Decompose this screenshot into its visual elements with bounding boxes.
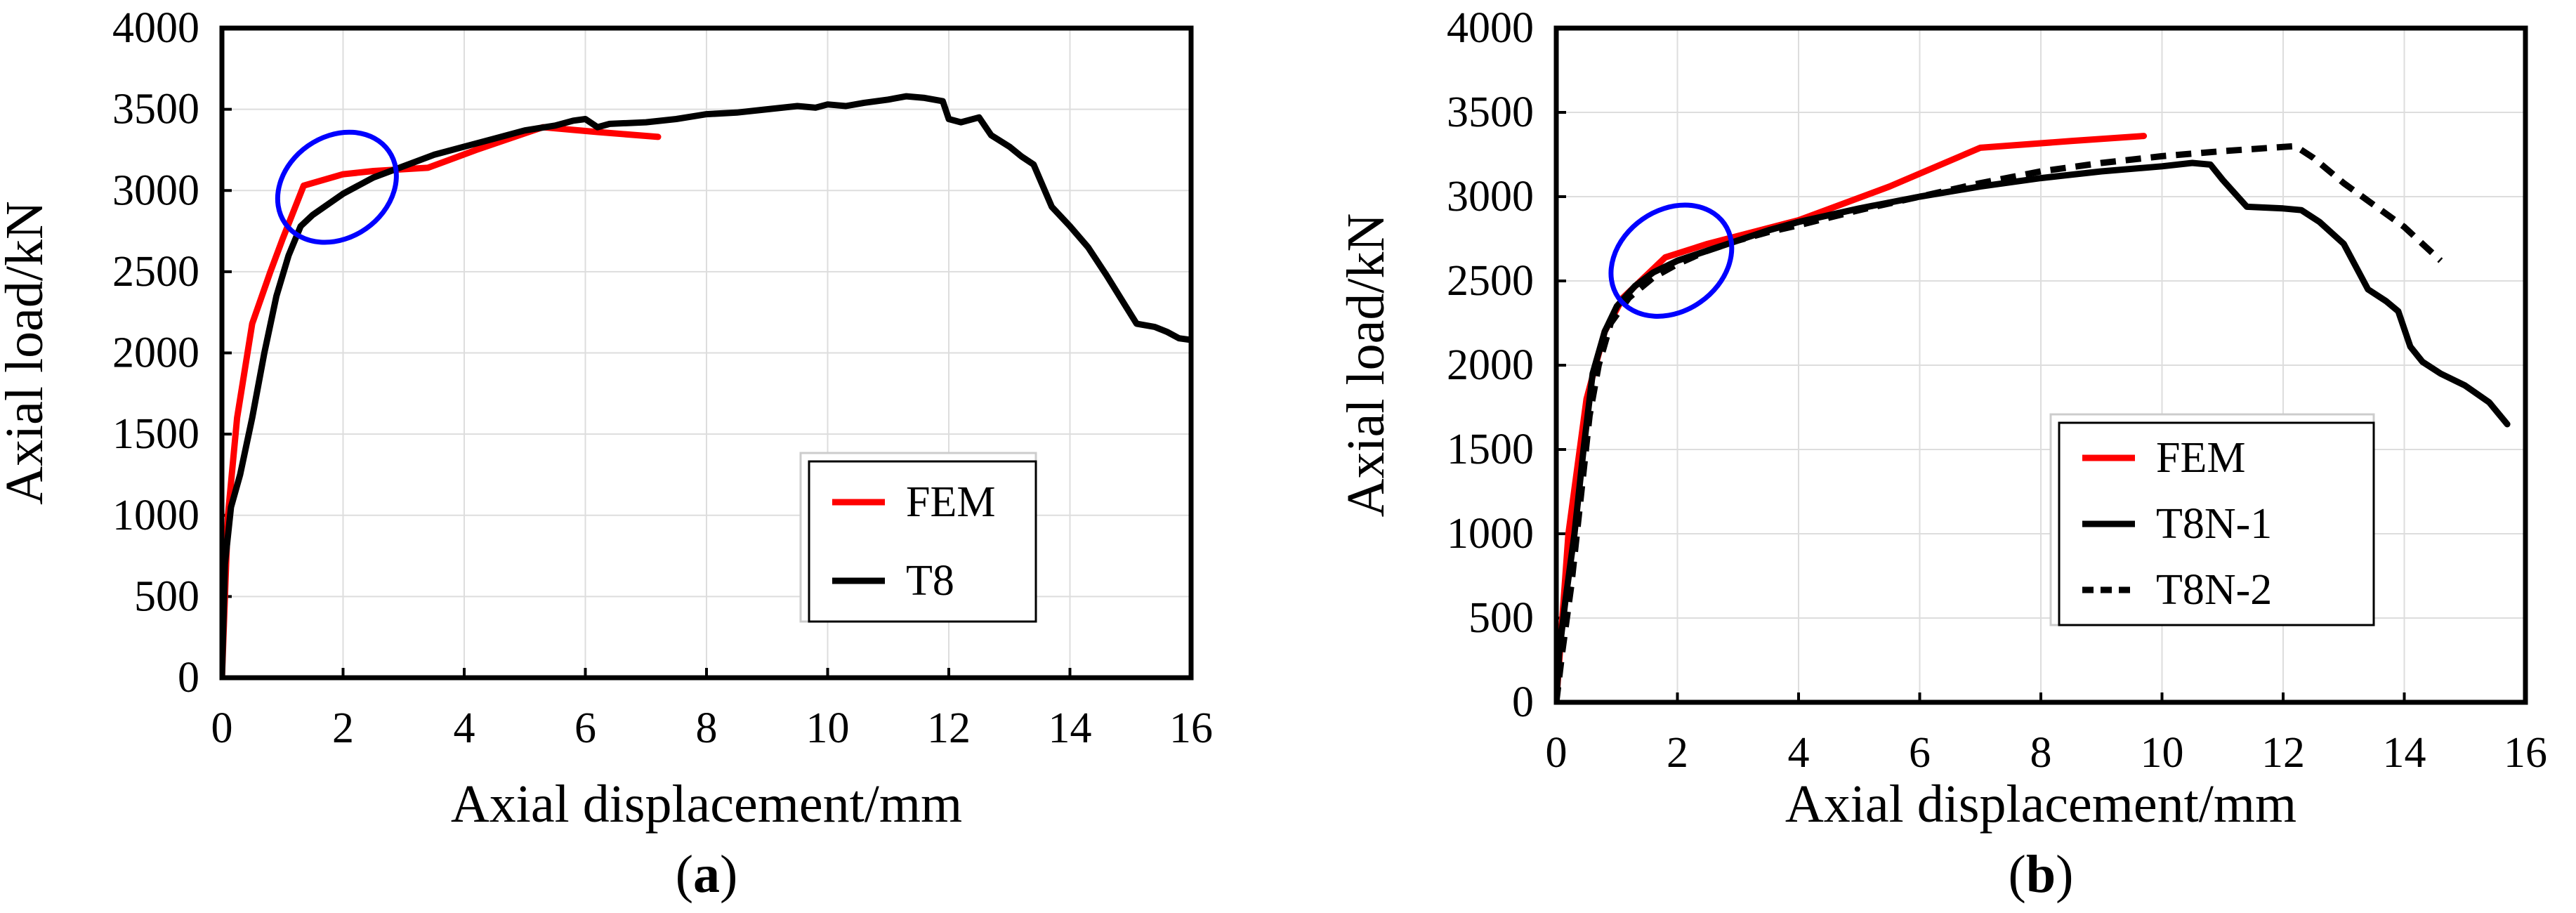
- y-tick-label: 3000: [1447, 173, 1534, 221]
- x-tick-label: 8: [696, 704, 718, 752]
- x-tick-label: 16: [1169, 704, 1213, 752]
- y-axis-title: Axial load/kN: [1336, 214, 1395, 518]
- x-tick-label: 4: [1788, 729, 1810, 777]
- x-tick-label: 0: [1546, 729, 1568, 777]
- x-tick-label: 4: [454, 704, 475, 752]
- x-tick-label: 12: [927, 704, 971, 752]
- y-tick-label: 3000: [112, 166, 199, 214]
- y-tick-label: 0: [1512, 678, 1534, 726]
- y-tick-label: 1500: [112, 410, 199, 458]
- panel-a: 0 2 4 6 8 10 12 14 16 0 500 1000 1500 2000 2500 3000 350…: [0, 4, 1213, 904]
- y-tick-label: 2500: [1447, 257, 1534, 305]
- legend-label-fem: FEM: [2156, 434, 2245, 482]
- y-tick-label: 500: [1468, 594, 1534, 642]
- y-tick-label: 1000: [112, 492, 199, 539]
- series-line-fem: [1556, 133, 2148, 702]
- x-tick-label: 12: [2261, 729, 2305, 777]
- series-line-t8: [222, 93, 1191, 678]
- y-tick-label: 500: [134, 572, 199, 620]
- y-tick-label: 0: [178, 654, 199, 702]
- legend-label-t8n-2: T8N-2: [2156, 566, 2272, 614]
- x-tick-label: 10: [806, 704, 850, 752]
- y-tick-label: 1500: [1447, 426, 1534, 473]
- highlight-ellipse: [1608, 202, 1735, 319]
- y-tick-label: 4000: [112, 4, 199, 52]
- legend-frame: [808, 460, 1037, 623]
- legend-frame: [2058, 421, 2375, 626]
- x-tick-label: 6: [574, 704, 596, 752]
- y-tick-label: 2000: [1447, 341, 1534, 389]
- series-line-fem: [222, 124, 662, 678]
- y-tick-label: 3500: [112, 86, 199, 133]
- highlight-ellipse: [275, 129, 399, 245]
- x-tick-label: 16: [2504, 729, 2547, 777]
- panel-b: 0 2 4 6 8 10 12 14 16 0 500 1000 1500 2000 2500 3000 350…: [1336, 4, 2547, 904]
- plot-frame: [219, 25, 1194, 681]
- x-tick-label: 6: [1909, 729, 1931, 777]
- x-tick-label: 2: [332, 704, 354, 752]
- y-tick-label: 3500: [1447, 88, 1534, 136]
- x-axis-title: Axial displacement/mm: [1785, 775, 2296, 834]
- x-tick-label: 14: [1049, 704, 1092, 752]
- panel-caption: (b): [2009, 845, 2074, 904]
- y-tick-label: 2000: [112, 329, 199, 377]
- panel-letter: a: [693, 845, 720, 904]
- x-tick-label: 8: [2030, 729, 2052, 777]
- legend-label-fem: FEM: [906, 478, 995, 526]
- x-tick-label: 10: [2141, 729, 2184, 777]
- x-tick-label: 2: [1667, 729, 1688, 777]
- legend-label-t8n-1: T8N-1: [2156, 500, 2272, 548]
- x-axis-title: Axial displacement/mm: [451, 775, 962, 834]
- legend-outer-frame: [799, 452, 1037, 623]
- x-tick-label: 14: [2383, 729, 2426, 777]
- y-tick-label: 4000: [1447, 4, 1534, 52]
- plot-frame: [1553, 25, 2528, 705]
- legend-label-t8: T8: [906, 557, 954, 605]
- panel-caption: (a): [676, 845, 738, 904]
- series-line-t8n-1: [1556, 159, 2511, 702]
- y-tick-label: 2500: [112, 248, 199, 296]
- y-tick-label: 1000: [1447, 510, 1534, 558]
- x-tick-label: 0: [211, 704, 233, 752]
- panel-letter: b: [2026, 845, 2056, 904]
- series-line-t8n-2: [1556, 143, 2443, 702]
- y-axis-title: Axial load/kN: [0, 201, 54, 505]
